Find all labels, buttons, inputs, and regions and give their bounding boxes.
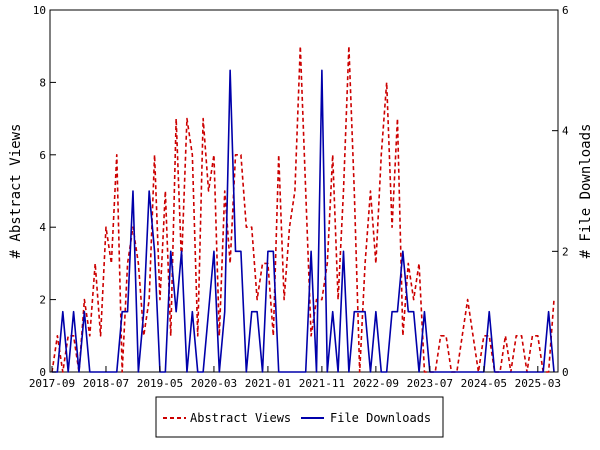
y2-tick-label: 0 xyxy=(562,366,569,379)
y-tick-label: 8 xyxy=(39,76,46,89)
y2-tick-label: 2 xyxy=(562,245,569,258)
y-axis-label: # Abstract Views xyxy=(8,124,24,259)
x-tick-label: 2018-07 xyxy=(83,377,129,390)
x-tick-label: 2024-05 xyxy=(461,377,507,390)
y-tick-label: 0 xyxy=(39,366,46,379)
axis-layer: 0 2 4 6 8 10 0 2 4 6 2017-09 2018-07 2019-05 2020-03 2… xyxy=(29,4,569,390)
series-line-abstract-views xyxy=(51,45,555,373)
legend: Abstract Views File Downloads xyxy=(155,396,444,438)
y2-tick-label: 4 xyxy=(562,125,569,138)
plot-area xyxy=(49,9,559,373)
x-tick-label: 2022-09 xyxy=(353,377,399,390)
legend-label-file-downloads: File Downloads xyxy=(330,411,431,425)
series-layer xyxy=(51,45,555,373)
x-tick-label: 2020-03 xyxy=(191,377,237,390)
x-tick-label: 2021-01 xyxy=(245,377,291,390)
legend-label-abstract-views: Abstract Views xyxy=(190,411,291,425)
x-tick-label: 2025-03 xyxy=(515,377,561,390)
y-tick-label: 6 xyxy=(39,149,46,162)
y2-tick-label: 6 xyxy=(562,4,569,17)
x-tick-label: 2017-09 xyxy=(29,377,75,390)
y-tick-label: 4 xyxy=(39,221,46,234)
y2-axis-label: # File Downloads xyxy=(578,124,594,259)
legend-box xyxy=(155,396,444,438)
y-tick-label: 10 xyxy=(33,4,46,17)
y-tick-label: 2 xyxy=(39,294,46,307)
series-line-file-downloads xyxy=(52,69,555,373)
x-tick-label: 2019-05 xyxy=(137,377,183,390)
x-tick-label: 2023-07 xyxy=(407,377,453,390)
x-tick-label: 2021-11 xyxy=(299,377,345,390)
